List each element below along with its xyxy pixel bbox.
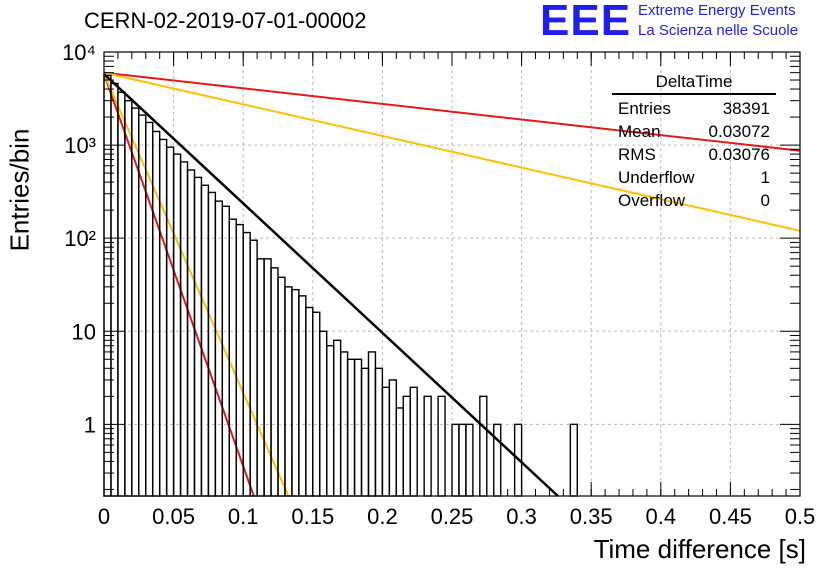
- histogram-bar: [284, 286, 293, 497]
- histogram-bar: [465, 423, 474, 497]
- histogram-bar: [374, 367, 384, 497]
- fit-curves: [103, 71, 801, 497]
- histogram-bar: [353, 358, 363, 497]
- stats-row-overflow: Overflow 0: [612, 189, 776, 212]
- stats-value: 0.03076: [708, 145, 770, 164]
- x-tick-label: 0.35: [570, 504, 613, 529]
- y-axis-label: Entries/bin: [4, 128, 35, 252]
- y-tick-label: 10: [72, 319, 96, 344]
- stats-value: 1: [760, 168, 770, 187]
- x-tick-label: 0.5: [785, 504, 816, 529]
- series-line: [103, 71, 801, 232]
- histogram-bar: [263, 258, 272, 497]
- histogram-bar: [291, 288, 300, 497]
- x-tick-label: 0.15: [291, 504, 334, 529]
- histogram-bar: [214, 200, 224, 497]
- histogram-bar: [256, 258, 265, 497]
- stats-row-mean: Mean 0.03072: [612, 120, 776, 143]
- histogram-bar: [117, 91, 126, 497]
- x-tick-labels: 0 0.05 0.1 0.15 0.2 0.25 0.3 0.35 0.4 0.45 0.5: [98, 504, 815, 529]
- histogram-bar: [312, 311, 321, 497]
- x-tick-label: 0.05: [152, 504, 195, 529]
- stats-label: RMS: [618, 145, 656, 164]
- histogram-bar: [479, 395, 488, 497]
- histogram-bar: [493, 423, 502, 497]
- histogram-bar: [172, 153, 182, 497]
- x-tick-label: 0.3: [506, 504, 537, 529]
- logo-subtitle-1: Extreme Energy Events: [638, 2, 796, 19]
- histogram-bar: [319, 330, 328, 497]
- histogram-bar: [458, 423, 467, 497]
- histogram-bar: [228, 218, 237, 497]
- histogram-bar: [395, 407, 404, 497]
- histogram-bar: [179, 161, 189, 497]
- stats-value: 0: [760, 191, 770, 210]
- histogram-bar: [332, 339, 342, 497]
- histogram-bar: [305, 306, 314, 497]
- histogram-bar: [326, 344, 335, 497]
- histogram-bar: [423, 395, 432, 497]
- series-line: [103, 73, 255, 497]
- x-tick-label: 0: [98, 504, 110, 529]
- histogram-bar: [124, 99, 133, 497]
- stats-box: DeltaTime Entries 38391 Mean 0.03072 RMS 0.…: [612, 72, 776, 212]
- stats-box-title: DeltaTime: [612, 72, 776, 95]
- x-axis-label: Time difference [s]: [593, 534, 806, 564]
- histogram-bar: [158, 138, 168, 497]
- histogram-bar: [409, 386, 418, 497]
- chart-title: CERN-02-2019-07-01-00002: [84, 8, 367, 33]
- histogram-bar: [346, 358, 356, 497]
- x-tick-label: 0.45: [709, 504, 752, 529]
- y-tick-label: 1: [84, 412, 96, 437]
- x-tick-label: 0.25: [431, 504, 474, 529]
- stats-value: 38391: [722, 99, 770, 118]
- histogram-bar: [242, 231, 251, 497]
- series-line: [103, 71, 801, 152]
- histogram-bar: [569, 423, 578, 497]
- histogram-bar: [165, 146, 175, 497]
- y-tick-labels: 1 10 10² 10³ 10⁴: [62, 40, 96, 437]
- stats-value: 0.03072: [708, 122, 770, 141]
- histogram-bar: [277, 276, 286, 497]
- y-tick-label: 10²: [64, 226, 96, 251]
- stats-label: Underflow: [618, 168, 695, 187]
- histogram-bar: [200, 184, 210, 497]
- stats-label: Overflow: [618, 191, 686, 210]
- stats-row-rms: RMS 0.03076: [612, 143, 776, 166]
- histogram-bar: [249, 239, 258, 497]
- y-axis-label-box: Entries/bin: [0, 110, 40, 270]
- histogram-bar: [451, 423, 460, 497]
- logo-subtitle-2: La Scienza nelle Scuole: [638, 22, 799, 39]
- series-line: [103, 73, 559, 497]
- x-tick-label: 0.2: [367, 504, 398, 529]
- histogram-bar: [388, 379, 398, 497]
- y-tick-label: 10³: [64, 133, 96, 158]
- x-tick-label: 0.1: [228, 504, 259, 529]
- x-tick-label: 0.4: [646, 504, 677, 529]
- axis-ticks: [103, 51, 801, 496]
- eee-logo: EEE: [540, 0, 632, 45]
- stats-label: Mean: [618, 122, 661, 141]
- histogram-bar: [298, 295, 307, 497]
- histogram-bar: [186, 169, 196, 497]
- histogram-bar: [437, 395, 446, 497]
- stats-row-entries: Entries 38391: [612, 97, 776, 120]
- histogram-bar: [381, 386, 391, 497]
- y-tick-label: 10⁴: [62, 40, 96, 65]
- histogram-bar: [360, 367, 370, 497]
- stats-label: Entries: [618, 99, 671, 118]
- histogram-bar: [402, 395, 411, 497]
- stats-row-underflow: Underflow 1: [612, 166, 776, 189]
